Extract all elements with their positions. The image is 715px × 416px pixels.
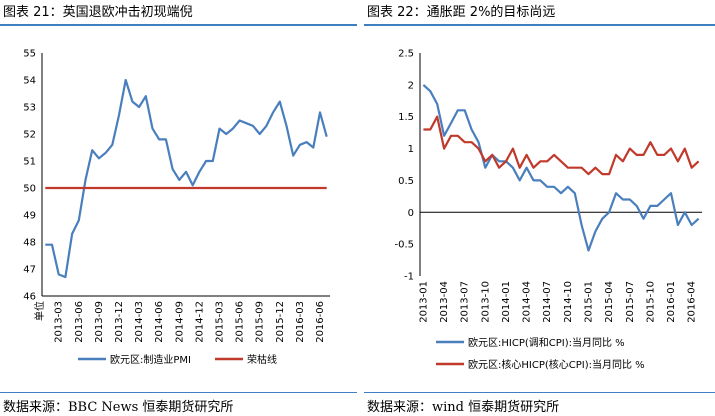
x-tick-label: 2016-06	[315, 301, 326, 343]
x-tick-label: 2014-10	[563, 281, 574, 323]
x-tick-label: 2014-03	[134, 301, 145, 343]
x-tick-label: 2014-12	[194, 301, 205, 343]
legend-label-1: 欧元区:制造业PMI	[110, 353, 191, 366]
x-tick-label: 2015-06	[235, 301, 246, 343]
x-tick-label: 2013-10	[480, 281, 491, 323]
legend-label-2: 欧元区:核心HICP(核心CPI):当月同比 %	[468, 358, 645, 371]
chart-title: 图表 21：英国退欧冲击初现端倪	[3, 5, 193, 20]
y-tick-label: 2.5	[398, 49, 414, 60]
x-unit-label: 单位	[33, 301, 46, 321]
y-tick-label: 2	[408, 80, 414, 91]
x-tick-label: 2015-07	[625, 281, 636, 323]
x-tick-label: 2013-01	[418, 281, 429, 323]
x-tick-label: 2014-04	[522, 281, 533, 323]
x-tick-label: 2016-03	[295, 301, 306, 343]
series-line-1	[45, 78, 328, 279]
x-tick-label: 2015-09	[255, 301, 266, 343]
y-tick-label: 53	[23, 103, 36, 114]
y-tick-label: 50	[23, 184, 36, 195]
y-tick-label: 52	[23, 130, 36, 141]
y-tick-label: 55	[23, 49, 36, 60]
x-tick-label: 2015-10	[645, 281, 656, 323]
y-tick-label: 54	[23, 76, 36, 87]
y-tick-label: 47	[23, 265, 36, 276]
hicp-line-chart: 2.5 2 1.5 1 0.5 0 -0.5 -1 2013-01 2013-04 2013-07 2…	[394, 49, 702, 371]
pmi-line-chart: 46 47 48 49 50 51 52 53 54 55 2013-03 2013-06 2013-0…	[23, 49, 330, 366]
y-tick-label: 49	[23, 211, 36, 222]
x-tick-label: 2016-04	[687, 281, 698, 323]
x-tick-label: 2013-07	[460, 281, 471, 323]
chart-panel-euro-inflation: 图表 22：通胀距 2%的目标尚远 2.5 2 1.5 1 0.5 0 -0.5 -1 2013…	[364, 0, 715, 416]
chart-source: 数据来源：wind 恒泰期货研究所	[367, 400, 560, 415]
y-tick-label: 46	[23, 292, 36, 303]
series-line-1	[422, 84, 700, 252]
y-tick-label: -1	[404, 272, 414, 283]
x-tick-label: 2015-04	[604, 281, 615, 323]
x-tick-label: 2015-12	[275, 301, 286, 343]
y-tick-label: 0	[408, 208, 414, 219]
chart-panel-uk-pmi: 图表 21：英国退欧冲击初现端倪 46 47 48 49 50 51 52 53 54 55 201…	[0, 0, 357, 416]
x-tick-label: 2015-01	[584, 281, 595, 323]
source-divider	[0, 392, 357, 393]
y-tick-label: 1	[408, 144, 414, 155]
source-divider	[364, 392, 715, 393]
title-divider	[364, 24, 715, 26]
y-tick-label: -0.5	[394, 240, 414, 251]
x-tick-label: 2013-03	[54, 301, 65, 343]
y-tick-label: 0.5	[398, 176, 414, 187]
legend-label-1: 欧元区:HICP(调和CPI):当月同比 %	[468, 336, 625, 349]
legend-label-2: 荣枯线	[247, 353, 277, 366]
y-tick-label: 51	[23, 157, 36, 168]
x-tick-label: 2013-09	[94, 301, 105, 343]
x-tick-label: 2014-01	[501, 281, 512, 323]
x-tick-label: 2013-12	[114, 301, 125, 343]
x-tick-label: 2015-03	[214, 301, 225, 343]
x-tick-label: 2014-07	[542, 281, 553, 323]
x-tick-label: 2013-04	[439, 281, 450, 323]
x-tick-label: 2016-01	[666, 281, 677, 323]
chart-source: 数据来源：BBC News 恒泰期货研究所	[3, 400, 234, 415]
title-divider	[0, 24, 357, 26]
x-tick-label: 2014-06	[154, 301, 165, 343]
x-tick-label: 2013-06	[74, 301, 85, 343]
y-tick-label: 48	[23, 238, 36, 249]
x-tick-label: 2014-09	[174, 301, 185, 343]
chart-title: 图表 22：通胀距 2%的目标尚远	[367, 5, 556, 20]
series-line-2	[423, 115, 700, 176]
y-tick-label: 1.5	[398, 112, 414, 123]
